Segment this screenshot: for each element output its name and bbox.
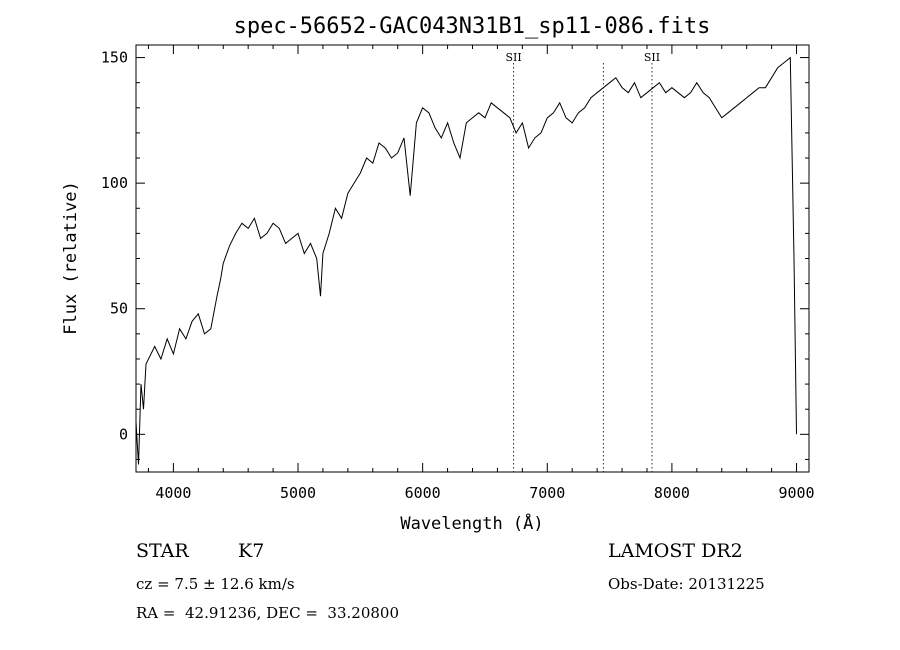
spectral-line-label: SII xyxy=(506,51,522,64)
y-tick-label: 0 xyxy=(119,425,128,443)
x-tick-label: 6000 xyxy=(405,484,441,502)
x-tick-label: 9000 xyxy=(778,484,814,502)
x-tick-label: 5000 xyxy=(280,484,316,502)
observation-date: Obs-Date: 20131225 xyxy=(608,575,765,593)
y-tick-label: 50 xyxy=(110,300,128,318)
y-tick-label: 100 xyxy=(101,174,128,192)
y-axis-label: Flux (relative) xyxy=(61,181,81,335)
survey-name: LAMOST DR2 xyxy=(608,540,743,562)
x-tick-label: 7000 xyxy=(529,484,565,502)
chart-title: spec-56652-GAC043N31B1_sp11-086.fits xyxy=(234,14,711,39)
axis-ticks: 4000 5000 6000 7000 8000 9000 0 50 100 150 xyxy=(101,45,815,502)
y-tick-label: 150 xyxy=(101,49,128,67)
coordinates: RA = 42.91236, DEC = 33.20800 xyxy=(136,604,400,622)
spectral-line-label: SII xyxy=(644,51,660,64)
object-class: STAR xyxy=(136,540,189,562)
redshift-cz: cz = 7.5 ± 12.6 km/s xyxy=(136,575,295,593)
x-tick-label: 4000 xyxy=(155,484,191,502)
x-axis-label: Wavelength (Å) xyxy=(400,512,543,534)
plot-frame xyxy=(135,44,810,473)
object-subclass: K7 xyxy=(238,540,265,562)
spectrum-line xyxy=(135,56,797,465)
spectral-line-markers: SII SII xyxy=(506,51,660,472)
x-tick-label: 8000 xyxy=(654,484,690,502)
